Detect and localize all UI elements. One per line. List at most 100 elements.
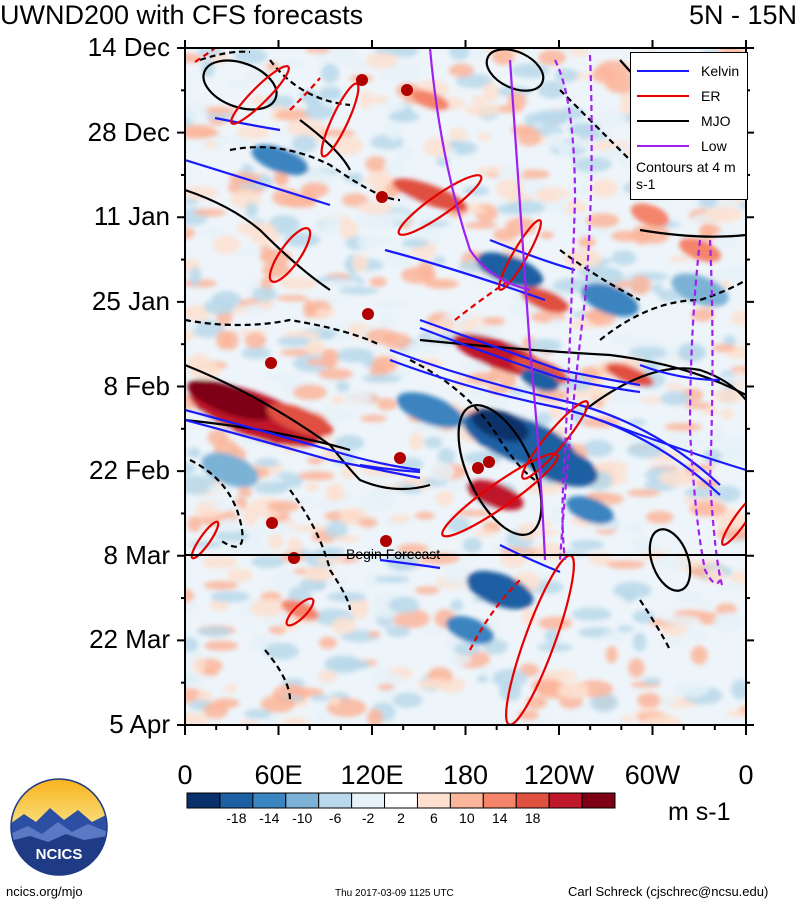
anomaly-cell (590, 178, 618, 198)
anomaly-cell (365, 573, 384, 588)
colorbar-swatch (482, 792, 517, 809)
anomaly-cell (335, 380, 350, 393)
anomaly-cell (358, 517, 378, 528)
anomaly-cell (450, 599, 464, 612)
anomaly-cell (571, 124, 594, 136)
anomaly-cell (610, 389, 643, 405)
colorbar-swatch (581, 792, 616, 809)
anomaly-cell (187, 515, 202, 533)
anomaly-cell (341, 464, 357, 480)
anomaly-cell (330, 659, 371, 671)
anomaly-cell (658, 469, 697, 487)
anomaly-cell (449, 653, 472, 666)
anomaly-cell (244, 708, 271, 719)
anomaly-cell (322, 279, 362, 289)
anomaly-cell (310, 501, 336, 510)
anomaly-cell (435, 490, 455, 506)
colorbar-tick-label: 14 (491, 810, 508, 826)
anomaly-cell (369, 276, 387, 287)
low-contours (428, 48, 547, 561)
anomaly-cell (316, 50, 330, 65)
anomaly-cell (314, 709, 331, 723)
anomaly-cell (230, 249, 268, 257)
colorbar-swatch (219, 792, 254, 809)
anomaly-cell (717, 266, 746, 280)
colorbar-swatch (416, 792, 451, 809)
anomaly-cell (303, 566, 335, 582)
anomaly-cell (540, 231, 554, 240)
anomaly-cell (601, 631, 626, 642)
y-tick-label: 8 Mar (103, 539, 170, 570)
anomaly-cell (549, 318, 564, 328)
anomaly-cell (367, 708, 383, 725)
anomaly-core (606, 363, 654, 387)
anomaly-cell (592, 389, 613, 402)
colorbar-tick-label: -6 (328, 810, 342, 826)
anomaly-cell (611, 250, 637, 266)
kelvin-contours (185, 116, 746, 574)
anomaly-cell (185, 318, 198, 333)
anomaly-cell (290, 524, 329, 532)
anomaly-cell (538, 80, 566, 99)
colorbar-tick-label: -2 (361, 810, 375, 826)
anomaly-cell (331, 395, 345, 405)
anomaly-cell (383, 159, 406, 174)
anomaly-cell (668, 255, 692, 262)
anomaly-cell (623, 588, 636, 603)
anomaly-cell (251, 555, 285, 569)
anomaly-cell (620, 715, 634, 723)
anomaly-cell (316, 308, 335, 318)
anomaly-cell (331, 617, 357, 635)
colorbar (186, 792, 616, 809)
anomaly-core (411, 89, 449, 111)
anomaly-cell (276, 336, 311, 347)
anomaly-cell (536, 194, 562, 203)
anomaly-cell (423, 137, 452, 157)
anomaly-cell (606, 560, 646, 569)
anomaly-cell (197, 626, 232, 637)
anomaly-cell (416, 678, 454, 690)
anomaly-cell (639, 396, 666, 404)
anomaly-cell (424, 436, 443, 449)
anomaly-cell (248, 69, 278, 85)
anomaly-cell (486, 394, 512, 407)
anomaly-cell (571, 607, 612, 621)
legend-swatch (637, 70, 689, 72)
anomaly-cell (664, 423, 703, 431)
anomaly-cell (293, 384, 327, 401)
logo-graphic: NCICS (10, 778, 108, 876)
anomaly-cell (593, 140, 612, 151)
anomaly-cell (455, 509, 494, 517)
anomaly-cell (646, 510, 674, 524)
anomaly-cell (368, 486, 399, 503)
anomaly-cell (189, 267, 202, 287)
anomaly-cell (377, 683, 396, 691)
anomaly-cell (589, 692, 618, 713)
anomaly-cell (549, 401, 563, 420)
anomaly-cell (455, 73, 493, 89)
anomaly-cell (185, 474, 216, 495)
anomaly-cell (376, 671, 402, 685)
anomaly-cell (690, 308, 715, 322)
anomaly-cell (264, 95, 295, 109)
anomaly-cell (557, 719, 578, 725)
begin-forecast-label: Begin Forecast (346, 546, 441, 562)
anomaly-cell (244, 332, 267, 349)
anomaly-cell (592, 110, 628, 128)
anomaly-cell (542, 669, 578, 681)
anomaly-cell (324, 489, 347, 502)
anomaly-cell (462, 537, 483, 553)
anomaly-cell (690, 645, 708, 665)
anomaly-cell (321, 63, 340, 84)
anomaly-cell (460, 361, 490, 371)
anomaly-cell (305, 344, 325, 355)
anomaly-cell (287, 536, 303, 555)
anomaly-core (630, 203, 670, 227)
anomaly-cell (210, 591, 250, 603)
anomaly-cell (616, 625, 634, 633)
anomaly-core (466, 570, 534, 610)
legend-swatch (637, 120, 689, 122)
anomaly-cell (394, 146, 415, 161)
legend-swatch (637, 95, 689, 97)
anomaly-cell (535, 412, 552, 427)
